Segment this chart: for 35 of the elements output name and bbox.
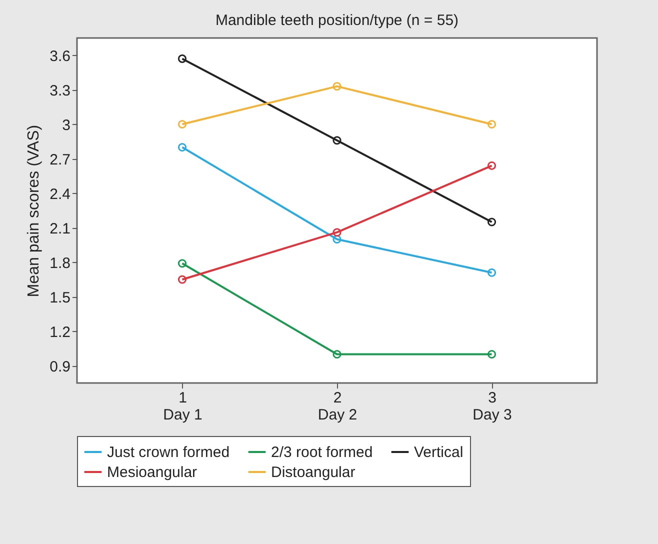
chart-title: Mandible teeth position/type (n = 55)	[215, 12, 459, 29]
legend-label: Just crown formed	[107, 444, 230, 461]
legend-label: Mesioangular	[107, 464, 198, 481]
y-tick-label: 1.8	[50, 254, 70, 272]
point	[332, 82, 342, 91]
y-tick-label: 1.5	[50, 289, 70, 306]
point	[178, 259, 187, 268]
y-tick-label: 2.4	[50, 186, 70, 203]
point	[487, 268, 496, 277]
x-tick-label: 3 Day 3	[472, 390, 512, 424]
point	[487, 161, 496, 170]
point	[487, 120, 496, 129]
y-tick-label: 2.7	[50, 151, 70, 168]
point	[332, 350, 342, 359]
point	[332, 228, 342, 237]
point	[487, 218, 496, 226]
x-tick-label: 1 Day 1	[163, 390, 202, 424]
point	[332, 234, 342, 244]
y-tick-label: 3.6	[50, 48, 70, 65]
point	[487, 350, 496, 359]
y-tick-label: 1.2	[50, 324, 70, 341]
point	[332, 136, 342, 145]
y-tick-label: 0.9	[50, 358, 70, 376]
point	[178, 54, 187, 63]
y-tick-label: 3	[62, 116, 70, 134]
legend-label: 2/3 root formed	[271, 444, 373, 461]
point	[178, 275, 187, 284]
y-axis-title: Mean pain scores (VAS)	[26, 124, 43, 298]
legend-label: Distoangular	[271, 464, 356, 481]
point	[178, 120, 187, 129]
legend-label: Vertical	[414, 444, 464, 461]
y-tick-label: 3.3	[50, 82, 70, 100]
y-tick-label: 2.1	[50, 220, 70, 238]
x-tick-label: 2 Day 2	[318, 390, 358, 424]
point	[178, 142, 187, 152]
